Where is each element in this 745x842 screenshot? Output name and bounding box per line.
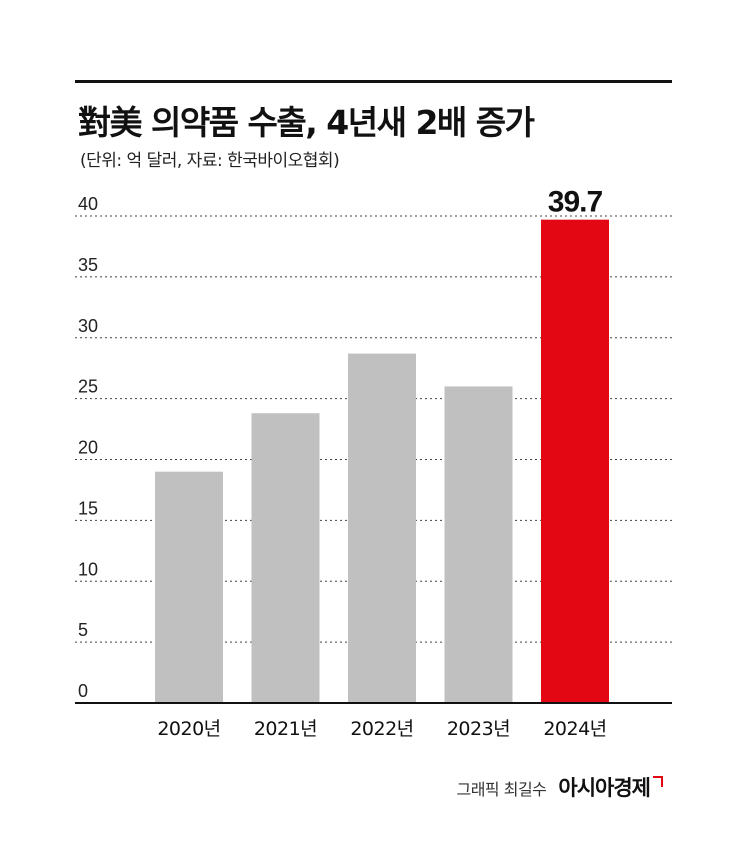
x-axis-ticks: 2020년 2021년 2022년 2023년 2024년: [157, 718, 607, 740]
y-tick-label: 25: [78, 377, 98, 397]
chart-title: 對美 의약품 수출, 4년새 2배 증가: [78, 103, 535, 142]
y-tick-label: 20: [78, 438, 98, 458]
y-tick-label: 35: [78, 255, 98, 275]
data-labels: 39.7: [548, 186, 604, 219]
y-axis-ticks: 0 5 10 15 20 25 30 35 40: [78, 194, 98, 701]
data-label: 39.7: [548, 186, 603, 219]
x-tick-label: 2022년: [350, 718, 413, 740]
brand-mark-icon: [653, 776, 663, 787]
x-tick-label: 2024년: [543, 718, 606, 740]
y-tick-label: 40: [78, 194, 98, 214]
bar-2023년: [444, 386, 513, 703]
bar-2020년: [155, 471, 223, 703]
graphic-credit: 그래픽 최길수: [456, 780, 547, 799]
y-tick-label: 15: [78, 498, 98, 518]
footer: 그래픽 최길수 아시아경제: [456, 772, 663, 802]
bar-2024년: [541, 219, 609, 703]
x-tick-label: 2023년: [447, 718, 510, 740]
y-tick-label: 30: [78, 316, 98, 336]
y-tick-label: 0: [78, 681, 88, 701]
y-tick-label: 5: [78, 620, 88, 640]
bar-2022년: [348, 353, 416, 703]
y-tick-label: 10: [78, 559, 98, 579]
title-rule: [75, 80, 672, 83]
bar-2021년: [251, 413, 320, 703]
x-tick-label: 2020년: [157, 718, 220, 740]
chart-subtitle: (단위: 억 달러, 자료: 한국바이오협회): [80, 151, 340, 171]
brand-logo: 아시아경제: [558, 776, 651, 800]
x-tick-label: 2021년: [254, 718, 317, 740]
bars: [155, 219, 609, 703]
